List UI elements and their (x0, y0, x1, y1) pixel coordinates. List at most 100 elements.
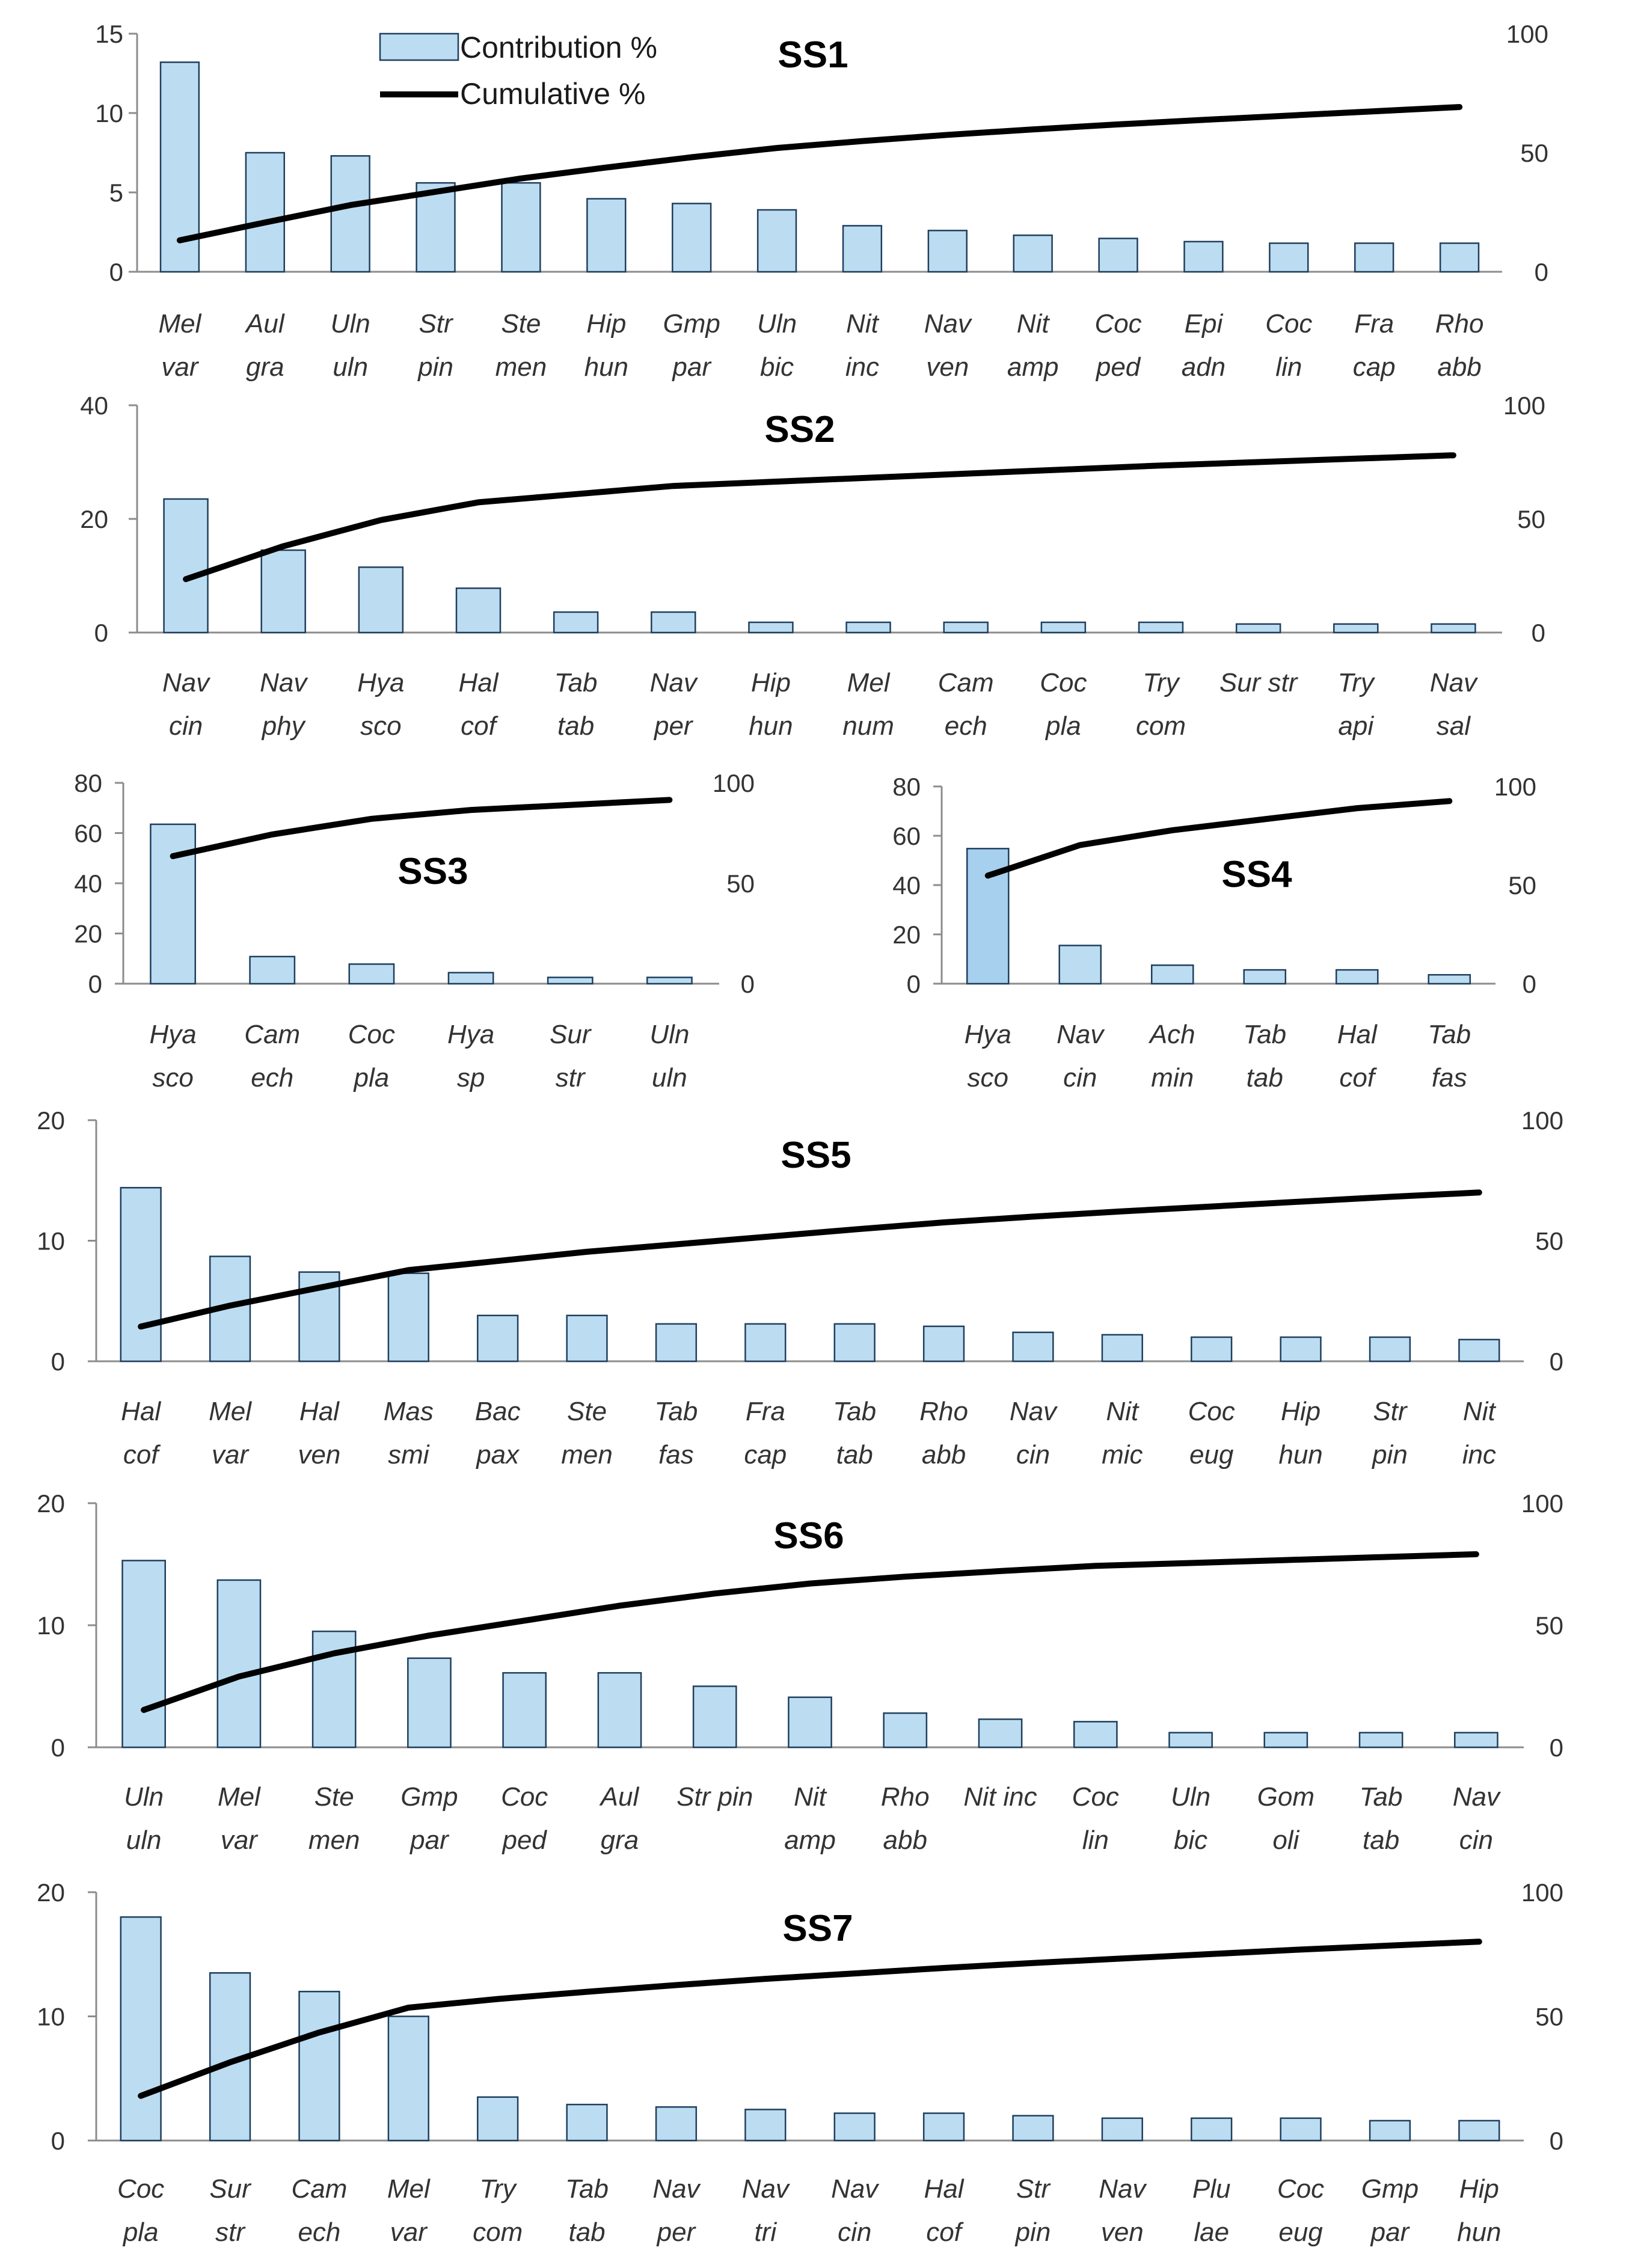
category-label: Ste men (495, 309, 547, 382)
left-axis-tick-label: 5 (109, 179, 123, 207)
contribution-bar (547, 976, 594, 985)
right-axis-tick-label: 50 (1520, 139, 1548, 167)
contribution-bar (1333, 623, 1379, 634)
contribution-bar (1073, 1721, 1118, 1749)
cumulative-line (170, 797, 673, 859)
category-label: Str pin (1371, 1397, 1408, 1470)
left-axis-tick-label: 15 (95, 20, 123, 48)
category-label: Sur str (1219, 668, 1299, 697)
category-label: Cam ech (291, 2174, 347, 2247)
category-label: Rho abb (881, 1782, 930, 1855)
contribution-bar (756, 209, 797, 273)
chart-title: SS4 (1221, 854, 1292, 895)
contribution-bar (845, 621, 891, 634)
right-axis-tick-label: 100 (1503, 391, 1545, 420)
cumulative-line (176, 104, 1463, 244)
category-label: Hip hun (1278, 1397, 1322, 1470)
category-label: Mel var (387, 2174, 431, 2247)
category-label: Epi adn (1182, 309, 1225, 382)
chart-panel-ss3: 0 20 40 60 80 0 50 100 Hya sco Cam ech Coc pla Hya sp Su… (74, 769, 755, 1093)
category-label: Tab fas (655, 1397, 698, 1470)
contribution-bar (358, 566, 404, 634)
left-axis-tick-label: 20 (37, 1878, 65, 1907)
category-label: Hal ven (298, 1397, 340, 1470)
category-label: Coc eug (1277, 2174, 1324, 2247)
left-axis-tick-label: 10 (37, 2003, 65, 2031)
right-axis-tick-label: 0 (1523, 970, 1536, 998)
category-label: Tab fas (1428, 1020, 1471, 1093)
contribution-bar (120, 1187, 162, 1362)
contribution-bar (586, 198, 627, 273)
chart-title: SS7 (782, 1908, 853, 1949)
contribution-bar (943, 621, 989, 634)
contribution-bar (651, 611, 696, 634)
cumulative-line (138, 1189, 1482, 1330)
contribution-bar (1369, 2119, 1411, 2142)
chart-title: SS6 (773, 1515, 844, 1557)
category-label: Hal cof (1337, 1020, 1378, 1093)
left-axis-tick-label: 40 (74, 869, 102, 898)
category-label: Str pin (676, 1782, 753, 1812)
left-axis-tick-label: 10 (95, 99, 123, 127)
contribution-bar (744, 1323, 787, 1362)
contribution-bar (121, 1560, 166, 1749)
category-label: Sur str (209, 2174, 252, 2247)
contribution-bar (1235, 623, 1281, 634)
contribution-bar (1269, 242, 1309, 273)
legend: Contribution % Cumulative % (379, 31, 657, 111)
category-label: Mel var (158, 309, 201, 382)
chart-panel-ss2: 0 20 40 0 50 100 Nav cin Nav phy Hya sco Hal cof Tab ta… (80, 391, 1545, 741)
category-label: Tab tab (554, 668, 598, 741)
category-label: Coc pla (1040, 668, 1087, 741)
category-label: Nav per (652, 2174, 701, 2247)
category-label: Hip hun (584, 309, 628, 382)
category-label: Sur str (550, 1020, 592, 1093)
left-axis-tick-label: 10 (37, 1611, 65, 1640)
category-label: Ach min (1148, 1020, 1195, 1093)
category-label: Tab tab (1360, 1782, 1403, 1855)
contribution-bar (1013, 234, 1053, 273)
contribution-bar (1098, 238, 1138, 273)
category-label: Nav cin (1010, 1397, 1058, 1470)
left-axis-tick-label: 80 (74, 769, 102, 797)
right-axis-tick-label: 100 (1494, 773, 1536, 801)
contribution-bar (1012, 1331, 1054, 1362)
category-label: Ste men (308, 1782, 360, 1855)
contribution-bar (1280, 1336, 1322, 1362)
chart-panel-ss1: 0 5 10 15 0 50 100 Mel var Aul gra Uln uln Str pin Ste m… (95, 20, 1548, 382)
category-label: Coc pla (348, 1020, 395, 1093)
category-label: Hal cof (458, 668, 498, 741)
category-label: Coc lin (1265, 309, 1312, 382)
left-axis-tick-label: 0 (109, 258, 123, 286)
contribution-bar (672, 203, 712, 273)
contribution-bar (1243, 969, 1287, 985)
category-label: Nav ven (1099, 2174, 1147, 2247)
cumulative-line (141, 1551, 1479, 1713)
category-label: Rho abb (919, 1397, 968, 1470)
category-label: Nit inc (845, 309, 880, 382)
category-label: Hip hun (1457, 2174, 1501, 2247)
left-axis-tick-label: 20 (37, 1106, 65, 1135)
category-label: Str pin (1014, 2174, 1052, 2247)
contribution-bar (1138, 621, 1184, 634)
contribution-bar (1354, 242, 1394, 273)
category-label: Mel num (842, 668, 894, 741)
category-label: Try com (1136, 668, 1186, 741)
category-label: Cam ech (938, 668, 994, 741)
contribution-bar (1191, 1336, 1233, 1362)
right-axis-tick-label: 0 (1535, 258, 1548, 286)
category-label: Nav cin (1057, 1020, 1105, 1093)
contribution-bar (245, 152, 285, 273)
category-label: Tab tab (833, 1397, 876, 1470)
category-label: Hya sp (447, 1020, 494, 1093)
contribution-bar (597, 1672, 642, 1749)
right-axis-tick-label: 50 (1517, 505, 1545, 533)
legend-line-label: Cumulative % (460, 77, 645, 111)
contribution-bar (1369, 1336, 1411, 1362)
category-label: Nav phy (260, 668, 308, 741)
cumulative-line (138, 1939, 1482, 2099)
category-label: Hya sco (965, 1020, 1011, 1093)
right-axis-tick-label: 50 (1508, 871, 1536, 900)
right-axis-tick-label: 100 (1521, 1106, 1563, 1135)
contribution-bar (477, 1314, 519, 1362)
